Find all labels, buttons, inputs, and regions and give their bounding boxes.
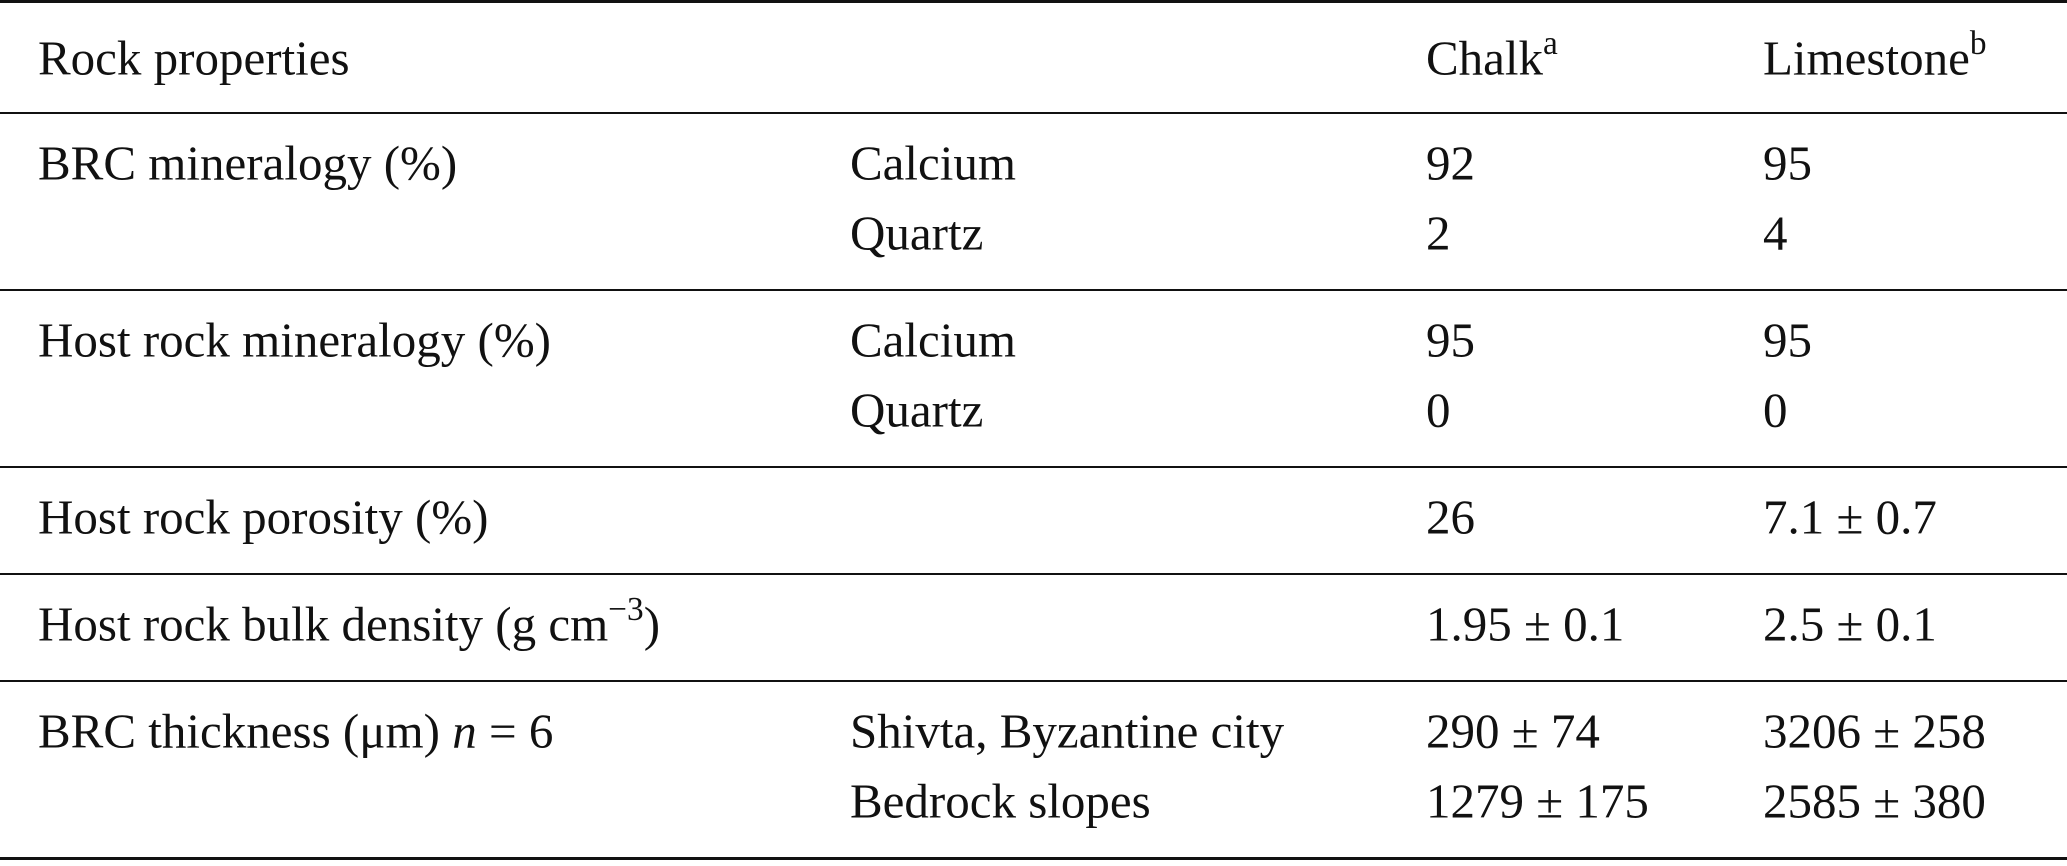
value-cell: 290 ± 74 [1426, 707, 1600, 756]
value-cell: 4 [1763, 209, 1788, 258]
value-cell: 1279 ± 175 [1426, 777, 1649, 826]
value: 92 [1426, 135, 1475, 191]
row-label: Host rock bulk density (g cm−3) [38, 593, 661, 652]
sub-label: Shivta, Byzantine city [850, 703, 1285, 759]
column-name: Chalk [1426, 30, 1544, 86]
sub-label-cell: Quartz [850, 209, 983, 258]
label-part: BRC mineralogy (%) [38, 135, 458, 191]
column-name: Limestone [1763, 30, 1970, 86]
sub-label: Quartz [850, 205, 984, 261]
sub-label-cell: Calcium [850, 316, 1016, 365]
row-label: Host rock mineralogy (%) [38, 316, 551, 365]
label-part: Host rock bulk density (g cm [38, 596, 609, 652]
value: 7.1 ± 0.7 [1763, 489, 1937, 545]
value-cell: 2 [1426, 209, 1451, 258]
rule-line [0, 289, 2067, 291]
label-part: BRC thickness (μm) [38, 703, 453, 759]
header-text: Rock properties [38, 30, 350, 86]
rule-line [0, 857, 2067, 860]
value-cell: 95 [1763, 139, 1812, 188]
value-cell: 95 [1763, 316, 1812, 365]
label-part: −3 [608, 590, 644, 628]
column-note: b [1969, 24, 1987, 62]
value: 2.5 ± 0.1 [1763, 596, 1937, 652]
header-cell: Limestoneb [1763, 27, 1987, 86]
row-label: Host rock porosity (%) [38, 493, 488, 542]
value: 2 [1426, 205, 1451, 261]
label-part: Host rock mineralogy (%) [38, 312, 551, 368]
value-cell: 1.95 ± 0.1 [1426, 600, 1624, 649]
value: 0 [1763, 382, 1788, 438]
value-cell: 2.5 ± 0.1 [1763, 600, 1937, 649]
label-part: ) [643, 596, 661, 652]
sub-label-cell: Calcium [850, 139, 1016, 188]
label-part: Host rock porosity (%) [38, 489, 489, 545]
rule-line [0, 466, 2067, 468]
label-part: = 6 [476, 703, 554, 759]
value: 95 [1426, 312, 1475, 368]
rule-line [0, 112, 2067, 114]
rule-line [0, 0, 2067, 3]
value-cell: 3206 ± 258 [1763, 707, 1986, 756]
rule-line [0, 573, 2067, 575]
value: 26 [1426, 489, 1475, 545]
value-cell: 7.1 ± 0.7 [1763, 493, 1937, 542]
rule-line [0, 680, 2067, 682]
value: 1279 ± 175 [1426, 773, 1649, 829]
sub-label: Quartz [850, 382, 984, 438]
value-cell: 2585 ± 380 [1763, 777, 1986, 826]
value-cell: 92 [1426, 139, 1475, 188]
column-note: a [1543, 24, 1558, 62]
header-cell: Rock properties [38, 34, 350, 83]
value: 290 ± 74 [1426, 703, 1600, 759]
row-label: BRC mineralogy (%) [38, 139, 457, 188]
value-cell: 95 [1426, 316, 1475, 365]
row-label: BRC thickness (μm) n = 6 [38, 707, 553, 756]
sub-label: Calcium [850, 312, 1017, 368]
value: 2585 ± 380 [1763, 773, 1986, 829]
label-part: n [452, 703, 477, 759]
sub-label-cell: Bedrock slopes [850, 777, 1151, 826]
sub-label-cell: Quartz [850, 386, 983, 435]
value: 95 [1763, 312, 1812, 368]
value: 95 [1763, 135, 1812, 191]
sub-label: Bedrock slopes [850, 773, 1151, 829]
value: 3206 ± 258 [1763, 703, 1986, 759]
sub-label: Calcium [850, 135, 1017, 191]
value: 0 [1426, 382, 1451, 438]
sub-label-cell: Shivta, Byzantine city [850, 707, 1284, 756]
value-cell: 0 [1763, 386, 1788, 435]
value: 4 [1763, 205, 1788, 261]
value-cell: 26 [1426, 493, 1475, 542]
value-cell: 0 [1426, 386, 1451, 435]
value: 1.95 ± 0.1 [1426, 596, 1625, 652]
header-cell: Chalka [1426, 27, 1558, 86]
